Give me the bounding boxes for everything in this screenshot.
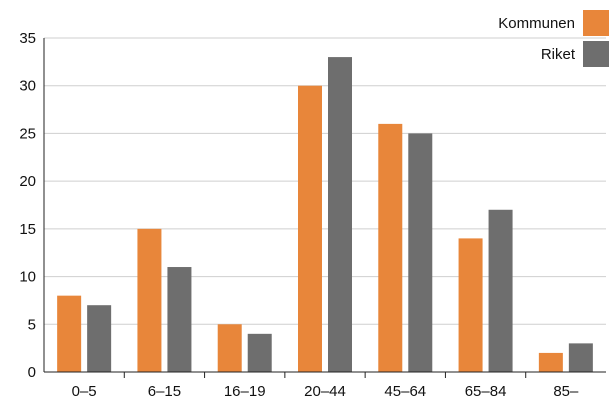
- bar-riket-3: [328, 57, 352, 372]
- x-tick-label: 65–84: [465, 383, 507, 400]
- bar-riket-5: [488, 209, 513, 372]
- legend-label-riket: Riket: [541, 46, 576, 63]
- x-tick-label: 45–64: [384, 383, 426, 400]
- axes: [43, 38, 606, 378]
- legend: Kommunen Riket: [498, 10, 609, 67]
- bar-kommunen-0: [57, 295, 82, 372]
- bar-kommunen-2: [217, 324, 242, 372]
- legend-swatch-riket: [583, 41, 609, 67]
- grid-lines: [44, 37, 606, 325]
- bar-riket-6: [568, 343, 593, 372]
- y-tick-labels: 0 5 10 15 20 25 30 35: [19, 30, 36, 381]
- y-tick-label: 20: [19, 173, 36, 190]
- bar-riket-0: [87, 305, 112, 372]
- legend-label-kommunen: Kommunen: [498, 15, 575, 32]
- bar-kommunen-3: [298, 85, 322, 372]
- legend-swatch-kommunen: [583, 10, 609, 36]
- bar-kommunen-5: [458, 238, 483, 372]
- x-tick-labels: 0–5 6–15 16–19 20–44 45–64 65–84 85–: [72, 383, 579, 400]
- bar-kommunen-4: [378, 123, 403, 372]
- x-tick-label: 20–44: [304, 383, 346, 400]
- x-tick-label: 6–15: [148, 383, 181, 400]
- y-tick-label: 10: [19, 269, 36, 286]
- x-tick-label: 85–: [553, 383, 579, 400]
- y-tick-label: 5: [28, 316, 36, 333]
- y-tick-label: 35: [19, 30, 36, 47]
- bar-kommunen-1: [137, 228, 162, 372]
- bar-riket-2: [247, 333, 272, 372]
- x-tick-label: 0–5: [72, 383, 97, 400]
- bar-riket-1: [167, 267, 192, 372]
- y-tick-label: 15: [19, 221, 36, 238]
- x-tick-label: 16–19: [224, 383, 266, 400]
- bars: [57, 57, 593, 372]
- y-tick-label: 30: [19, 78, 36, 95]
- y-tick-label: 25: [19, 125, 36, 142]
- y-tick-label: 0: [28, 364, 36, 381]
- bar-kommunen-6: [538, 352, 563, 372]
- bar-riket-4: [408, 133, 433, 372]
